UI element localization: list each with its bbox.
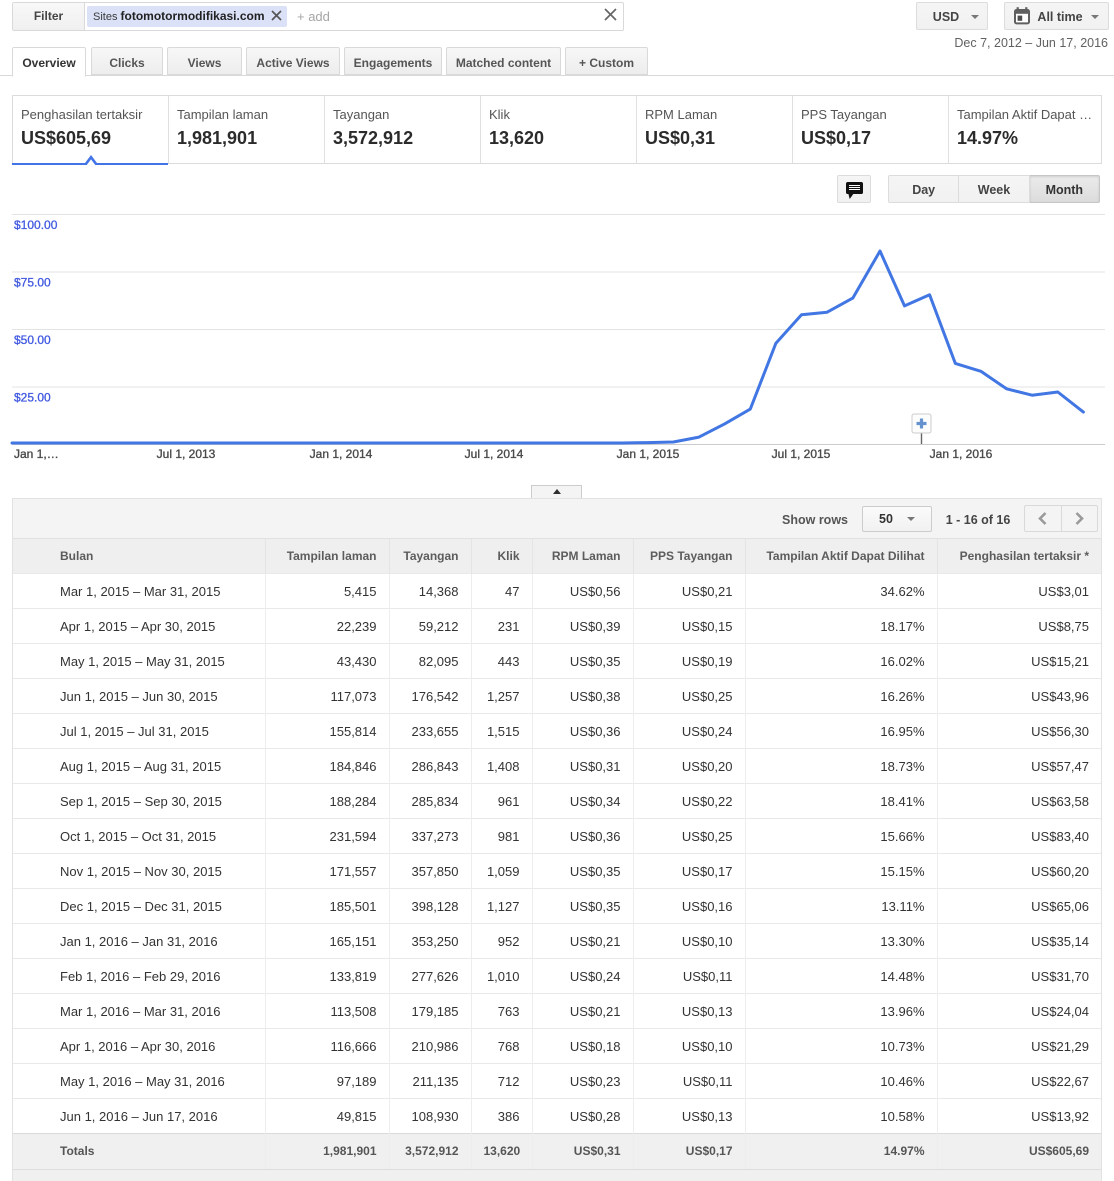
svg-text:$100.00: $100.00 <box>14 218 58 232</box>
svg-text:$50.00: $50.00 <box>14 333 51 347</box>
svg-text:$75.00: $75.00 <box>14 276 51 290</box>
svg-text:Jan 1, 2014: Jan 1, 2014 <box>310 447 373 461</box>
svg-text:Jan 1, 2016: Jan 1, 2016 <box>930 447 993 461</box>
svg-text:$25.00: $25.00 <box>14 391 51 405</box>
svg-text:Jan 1,…: Jan 1,… <box>14 447 59 461</box>
svg-text:Jan 1, 2015: Jan 1, 2015 <box>617 447 680 461</box>
svg-text:Jul 1, 2015: Jul 1, 2015 <box>772 447 831 461</box>
svg-text:Jul 1, 2013: Jul 1, 2013 <box>157 447 216 461</box>
svg-text:Jul 1, 2014: Jul 1, 2014 <box>465 447 524 461</box>
